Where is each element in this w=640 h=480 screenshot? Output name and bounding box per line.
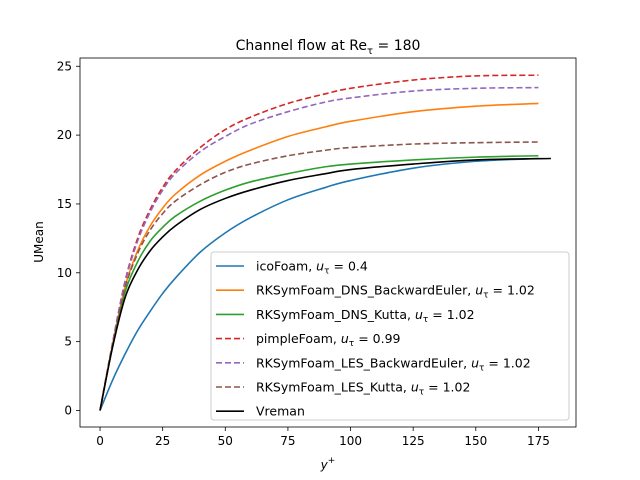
series-line-rksymfoam-les-backwardeuler bbox=[99, 86, 539, 411]
x-tick-label: 100 bbox=[339, 434, 362, 448]
legend-label: Vreman bbox=[256, 404, 305, 419]
x-tick-label: 125 bbox=[402, 434, 425, 448]
x-axis-ticks: 0 25 50 75 100 125 150 175 bbox=[96, 427, 550, 448]
x-tick-label: 50 bbox=[218, 434, 233, 448]
legend-label: RKSymFoam_DNS_BackwardEuler, uτ = 1.02 bbox=[256, 283, 535, 301]
y-tick-label: 5 bbox=[64, 335, 72, 349]
legend-box bbox=[210, 251, 570, 421]
series-line-pimplefoam bbox=[99, 74, 539, 411]
x-tick-label: 75 bbox=[280, 434, 295, 448]
series-lines bbox=[99, 74, 551, 411]
plot-area: 0 25 50 75 100 125 150 175 0 5 10 15 20 25 bbox=[57, 57, 577, 448]
y-axis-ticks: 0 5 10 15 20 25 bbox=[57, 59, 80, 417]
legend: icoFoam, uτ = 0.4 RKSymFoam_DNS_BackwardE… bbox=[210, 251, 570, 421]
legend-label: RKSymFoam_LES_BackwardEuler, uτ = 1.02 bbox=[256, 355, 531, 373]
legend-entries: icoFoam, uτ = 0.4 RKSymFoam_DNS_BackwardE… bbox=[216, 259, 535, 419]
series-line-rksymfoam-dns-backwardeuler bbox=[99, 102, 539, 411]
y-tick-label: 0 bbox=[64, 403, 72, 417]
y-tick-label: 10 bbox=[57, 266, 72, 280]
y-tick-label: 20 bbox=[57, 128, 72, 142]
x-tick-label: 150 bbox=[464, 434, 487, 448]
y-axis-label: UMean bbox=[32, 221, 46, 262]
y-tick-label: 15 bbox=[57, 197, 72, 211]
legend-label: RKSymFoam_DNS_Kutta, uτ = 1.02 bbox=[256, 307, 475, 325]
chart-title: Channel flow at Reτ = 180 bbox=[236, 38, 421, 57]
series-line-rksymfoam-dns-kutta bbox=[99, 154, 539, 411]
series-line-vreman bbox=[99, 157, 551, 411]
x-tick-label: 0 bbox=[96, 434, 104, 448]
y-tick-label: 25 bbox=[57, 59, 72, 73]
x-tick-label: 25 bbox=[155, 434, 170, 448]
x-axis-label: y+ bbox=[320, 456, 336, 472]
axes-frame bbox=[79, 57, 577, 428]
legend-label: RKSymFoam_LES_Kutta, uτ = 1.02 bbox=[256, 380, 470, 398]
series-line-icofoam bbox=[99, 157, 539, 411]
legend-label: pimpleFoam, uτ = 0.99 bbox=[256, 331, 401, 349]
legend-label: icoFoam, uτ = 0.4 bbox=[256, 259, 368, 277]
x-tick-label: 175 bbox=[527, 434, 550, 448]
